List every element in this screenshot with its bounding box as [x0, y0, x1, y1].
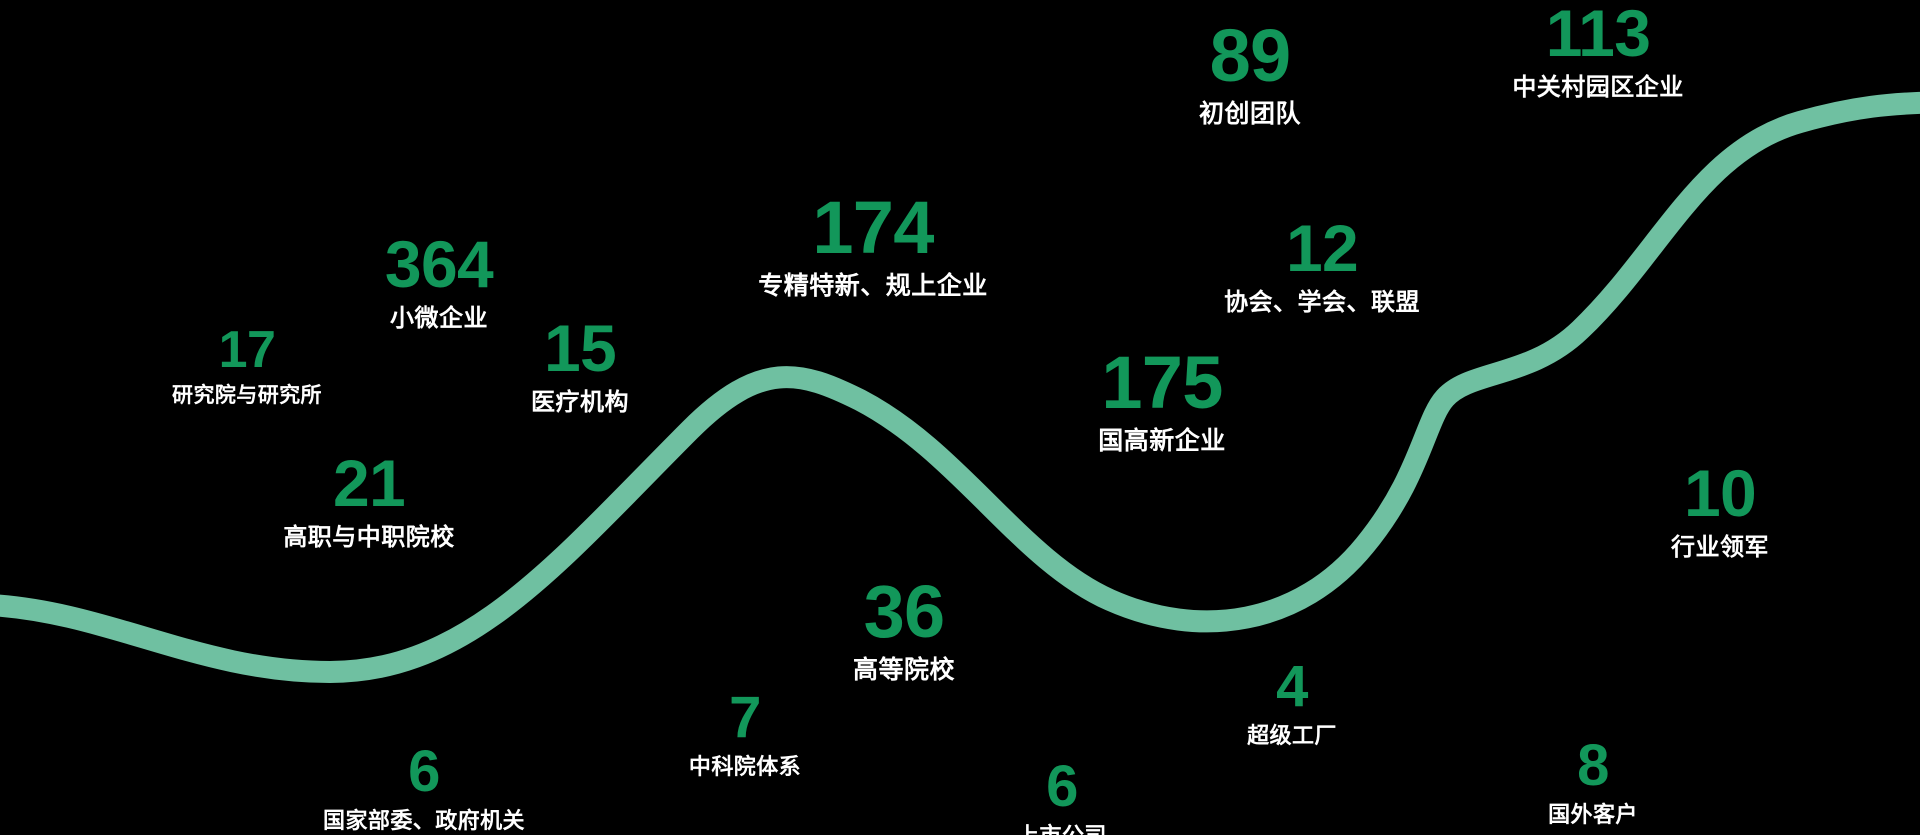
stat-value-associations: 12	[1285, 211, 1359, 285]
stat-callout-associations: 12 协会、学会、联盟	[1224, 211, 1420, 318]
stat-callout-research-institutes: 17 研究院与研究所	[172, 321, 322, 409]
stat-label-national-hi-tech: 国高新企业	[1098, 427, 1226, 456]
stat-value-cas-system: 7	[729, 685, 761, 750]
stat-value-overseas-customers: 8	[1577, 733, 1609, 798]
stat-value-startup-teams: 89	[1209, 14, 1292, 97]
stat-callout-zhongguancun-park: 113 中关村园区企业	[1512, 0, 1683, 103]
stat-value-micro-enterprises: 364	[384, 227, 494, 301]
stat-callout-vocational-colleges: 21 高职与中职院校	[283, 446, 455, 553]
stat-callout-listed-companies: 6 上市公司	[1017, 757, 1107, 835]
stat-label-research-institutes: 研究院与研究所	[172, 384, 322, 408]
stat-value-super-factories: 4	[1276, 654, 1308, 719]
stat-callout-micro-enterprises: 364 小微企业	[384, 227, 494, 334]
stat-value-specialized-new-firms: 174	[812, 186, 934, 269]
stat-value-national-hi-tech: 175	[1101, 341, 1223, 424]
stat-label-vocational-colleges: 高职与中职院校	[283, 524, 455, 552]
stat-value-vocational-colleges: 21	[332, 446, 406, 520]
stat-label-micro-enterprises: 小微企业	[390, 305, 488, 333]
stat-callout-national-hi-tech: 175 国高新企业	[1098, 345, 1226, 458]
stat-label-higher-education: 高等院校	[852, 656, 956, 685]
stat-value-government-agencies: 6	[408, 739, 440, 804]
stat-value-zhongguancun-park: 113	[1545, 0, 1651, 70]
stat-label-medical-institutions: 医疗机构	[531, 389, 629, 417]
stat-callout-medical-institutions: 15 医疗机构	[531, 311, 629, 418]
stat-label-startup-teams: 初创团队	[1198, 100, 1302, 129]
stat-callout-overseas-customers: 8 国外客户	[1548, 736, 1638, 829]
stat-label-overseas-customers: 国外客户	[1548, 802, 1638, 828]
stat-value-listed-companies: 6	[1046, 754, 1078, 819]
stat-label-industry-leaders: 行业领军	[1671, 534, 1769, 562]
stat-label-associations: 协会、学会、联盟	[1224, 289, 1420, 317]
stat-callout-industry-leaders: 10 行业领军	[1671, 456, 1769, 563]
stat-callout-super-factories: 4 超级工厂	[1247, 657, 1337, 750]
stat-callout-cas-system: 7 中科院体系	[689, 688, 801, 781]
stat-callout-government-agencies: 6 国家部委、政府机关	[323, 742, 525, 835]
stat-value-research-institutes: 17	[218, 321, 276, 379]
stat-label-cas-system: 中科院体系	[688, 754, 802, 780]
stat-label-specialized-new-firms: 专精特新、规上企业	[758, 272, 988, 301]
stat-label-zhongguancun-park: 中关村园区企业	[1512, 74, 1684, 102]
stat-label-super-factories: 超级工厂	[1247, 723, 1337, 749]
stat-label-listed-companies: 上市公司	[1017, 822, 1107, 835]
stat-callout-higher-education: 36 高等院校	[853, 574, 955, 687]
stat-value-industry-leaders: 10	[1683, 456, 1757, 530]
stat-callout-specialized-new-firms: 174 专精特新、规上企业	[758, 190, 988, 303]
stat-value-medical-institutions: 15	[543, 311, 617, 385]
stat-label-government-agencies: 国家部委、政府机关	[323, 808, 525, 834]
stat-callout-startup-teams: 89 初创团队	[1199, 18, 1301, 131]
stat-value-higher-education: 36	[863, 570, 946, 653]
